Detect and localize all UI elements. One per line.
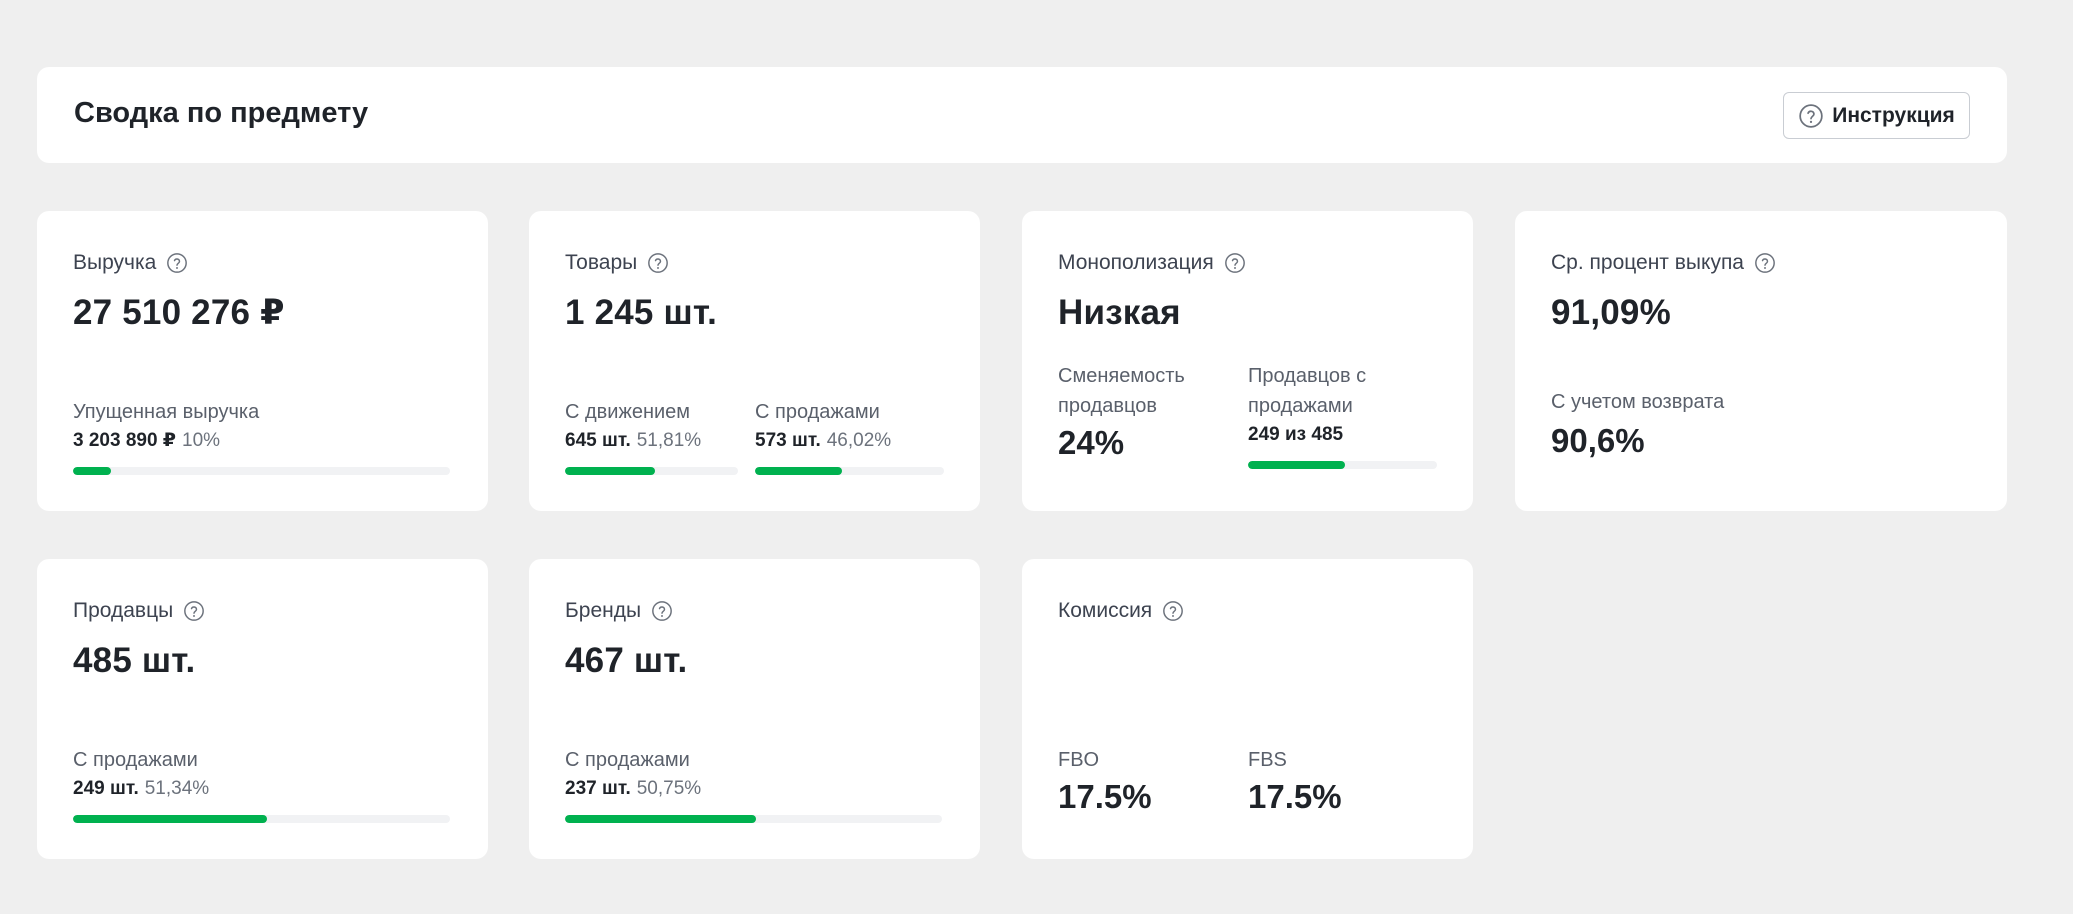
- page-title: Сводка по предмету: [74, 97, 369, 129]
- summary-header: Сводка по предмету: [37, 67, 2007, 163]
- instruction-button[interactable]: Инструкция: [1783, 92, 1970, 139]
- question-circle-icon[interactable]: [1162, 600, 1184, 622]
- sellers-with-sales-value: 249 из 485: [1248, 424, 1344, 445]
- commission-fbs-block: FBS 17.5%: [1248, 745, 1342, 817]
- commission-fbs-value: 17.5%: [1248, 778, 1342, 815]
- goods-moving-progress-fill: [565, 467, 655, 475]
- revenue-value: 27 510 276 ₽: [73, 293, 285, 332]
- commission-fbo-value: 17.5%: [1058, 778, 1152, 815]
- goods-moving-value: 645 шт.: [565, 430, 631, 451]
- goods-selling-values: 573 шт. 46,02%: [755, 427, 891, 455]
- goods-value: 1 245 шт.: [565, 293, 718, 332]
- goods-selling-block: С продажами 573 шт. 46,02%: [755, 397, 891, 455]
- sellers-sub-pct: 51,34%: [144, 778, 210, 799]
- goods-moving-progress: [565, 467, 738, 475]
- sellers-with-sales-values: 249 из 485: [1248, 421, 1448, 449]
- goods-card: Товары 1 245 шт. С движением 645 шт. 51,8…: [529, 211, 980, 511]
- sellers-with-sales-progress-fill: [1248, 461, 1346, 469]
- goods-moving-values: 645 шт. 51,81%: [565, 427, 701, 455]
- goods-moving-block: С движением 645 шт. 51,81%: [565, 397, 701, 455]
- buyout-label: Ср. процент выкупа: [1551, 251, 1744, 274]
- commission-card: Комиссия FBO 17.5% FBS 17.5%: [1022, 559, 1473, 859]
- lost-revenue-progress: [73, 467, 450, 475]
- lost-revenue-block: Упущенная выручка 3 203 890 ₽10%: [73, 397, 259, 455]
- monopoly-label-row: Монополизация: [1058, 251, 1246, 275]
- buyout-return-label: С учетом возврата: [1551, 391, 1725, 413]
- seller-turnover-block: Сменяемость продавцов 24%: [1058, 361, 1218, 463]
- seller-turnover-value: 24%: [1058, 424, 1125, 461]
- brands-label: Бренды: [565, 599, 642, 622]
- sellers-with-sales-progress: [1248, 461, 1437, 469]
- lost-revenue-values: 3 203 890 ₽10%: [73, 427, 259, 455]
- goods-moving-label: С движением: [565, 401, 691, 423]
- monopoly-card: Монополизация Низкая Сменяемость продавц…: [1022, 211, 1473, 511]
- goods-moving-pct: 51,81%: [636, 430, 702, 451]
- brands-sub-values: 237 шт. 50,75%: [565, 775, 701, 803]
- sellers-label: Продавцы: [73, 599, 174, 622]
- revenue-label: Выручка: [73, 251, 157, 274]
- sellers-with-sales-label: Продавцов с продажами: [1248, 365, 1367, 417]
- sellers-sub-values: 249 шт. 51,34%: [73, 775, 209, 803]
- buyout-value: 91,09%: [1551, 293, 1671, 332]
- goods-selling-progress-fill: [755, 467, 842, 475]
- sellers-label-row: Продавцы: [73, 599, 205, 623]
- buyout-return-value: 90,6%: [1551, 422, 1645, 459]
- sellers-sub-value: 249 шт.: [73, 778, 139, 799]
- brands-progress: [565, 815, 942, 823]
- brands-value: 467 шт.: [565, 641, 688, 680]
- lost-revenue-label: Упущенная выручка: [73, 401, 260, 423]
- commission-fbo-block: FBO 17.5%: [1058, 745, 1152, 817]
- goods-selling-label: С продажами: [755, 401, 880, 423]
- question-circle-icon: [1798, 103, 1824, 129]
- monopoly-value: Низкая: [1058, 293, 1181, 332]
- sellers-progress-fill: [73, 815, 267, 823]
- sellers-with-sales-block: Продавцов с продажами 249 из 485: [1248, 361, 1448, 449]
- question-circle-icon[interactable]: [647, 252, 669, 274]
- revenue-card: Выручка 27 510 276 ₽ Упущенная выручка 3…: [37, 211, 488, 511]
- lost-revenue-value: 3 203 890 ₽: [73, 430, 177, 451]
- revenue-label-row: Выручка: [73, 251, 188, 275]
- commission-label-row: Комиссия: [1058, 599, 1184, 623]
- instruction-button-label: Инструкция: [1832, 103, 1955, 127]
- buyout-card: Ср. процент выкупа 91,09% С учетом возвр…: [1515, 211, 2007, 511]
- sellers-progress: [73, 815, 450, 823]
- sellers-card: Продавцы 485 шт. С продажами 249 шт. 51,3…: [37, 559, 488, 859]
- commission-fbo-label: FBO: [1058, 749, 1100, 771]
- brands-sub-pct: 50,75%: [636, 778, 702, 799]
- question-circle-icon[interactable]: [1224, 252, 1246, 274]
- brands-label-row: Бренды: [565, 599, 673, 623]
- goods-label: Товары: [565, 251, 638, 274]
- commission-fbs-label: FBS: [1248, 749, 1287, 771]
- sellers-with-sales-sub-block: С продажами 249 шт. 51,34%: [73, 745, 209, 803]
- seller-turnover-label: Сменяемость продавцов: [1058, 365, 1185, 417]
- lost-revenue-progress-fill: [73, 467, 111, 475]
- buyout-return-block: С учетом возврата 90,6%: [1551, 387, 1724, 461]
- brands-progress-fill: [565, 815, 757, 823]
- sellers-sub-label: С продажами: [73, 749, 198, 771]
- question-circle-icon[interactable]: [166, 252, 188, 274]
- question-circle-icon[interactable]: [651, 600, 673, 622]
- goods-selling-value: 573 шт.: [755, 430, 821, 451]
- buyout-label-row: Ср. процент выкупа: [1551, 251, 1776, 275]
- lost-revenue-pct: 10%: [182, 430, 221, 451]
- brands-card: Бренды 467 шт. С продажами 237 шт. 50,75%: [529, 559, 980, 859]
- commission-label: Комиссия: [1058, 599, 1153, 622]
- goods-selling-progress: [755, 467, 944, 475]
- goods-label-row: Товары: [565, 251, 669, 275]
- monopoly-label: Монополизация: [1058, 251, 1214, 274]
- question-circle-icon[interactable]: [1754, 252, 1776, 274]
- question-circle-icon[interactable]: [183, 600, 205, 622]
- sellers-value: 485 шт.: [73, 641, 196, 680]
- brands-sub-label: С продажами: [565, 749, 690, 771]
- goods-selling-pct: 46,02%: [826, 430, 892, 451]
- brands-sub-value: 237 шт.: [565, 778, 631, 799]
- brands-with-sales-block: С продажами 237 шт. 50,75%: [565, 745, 701, 803]
